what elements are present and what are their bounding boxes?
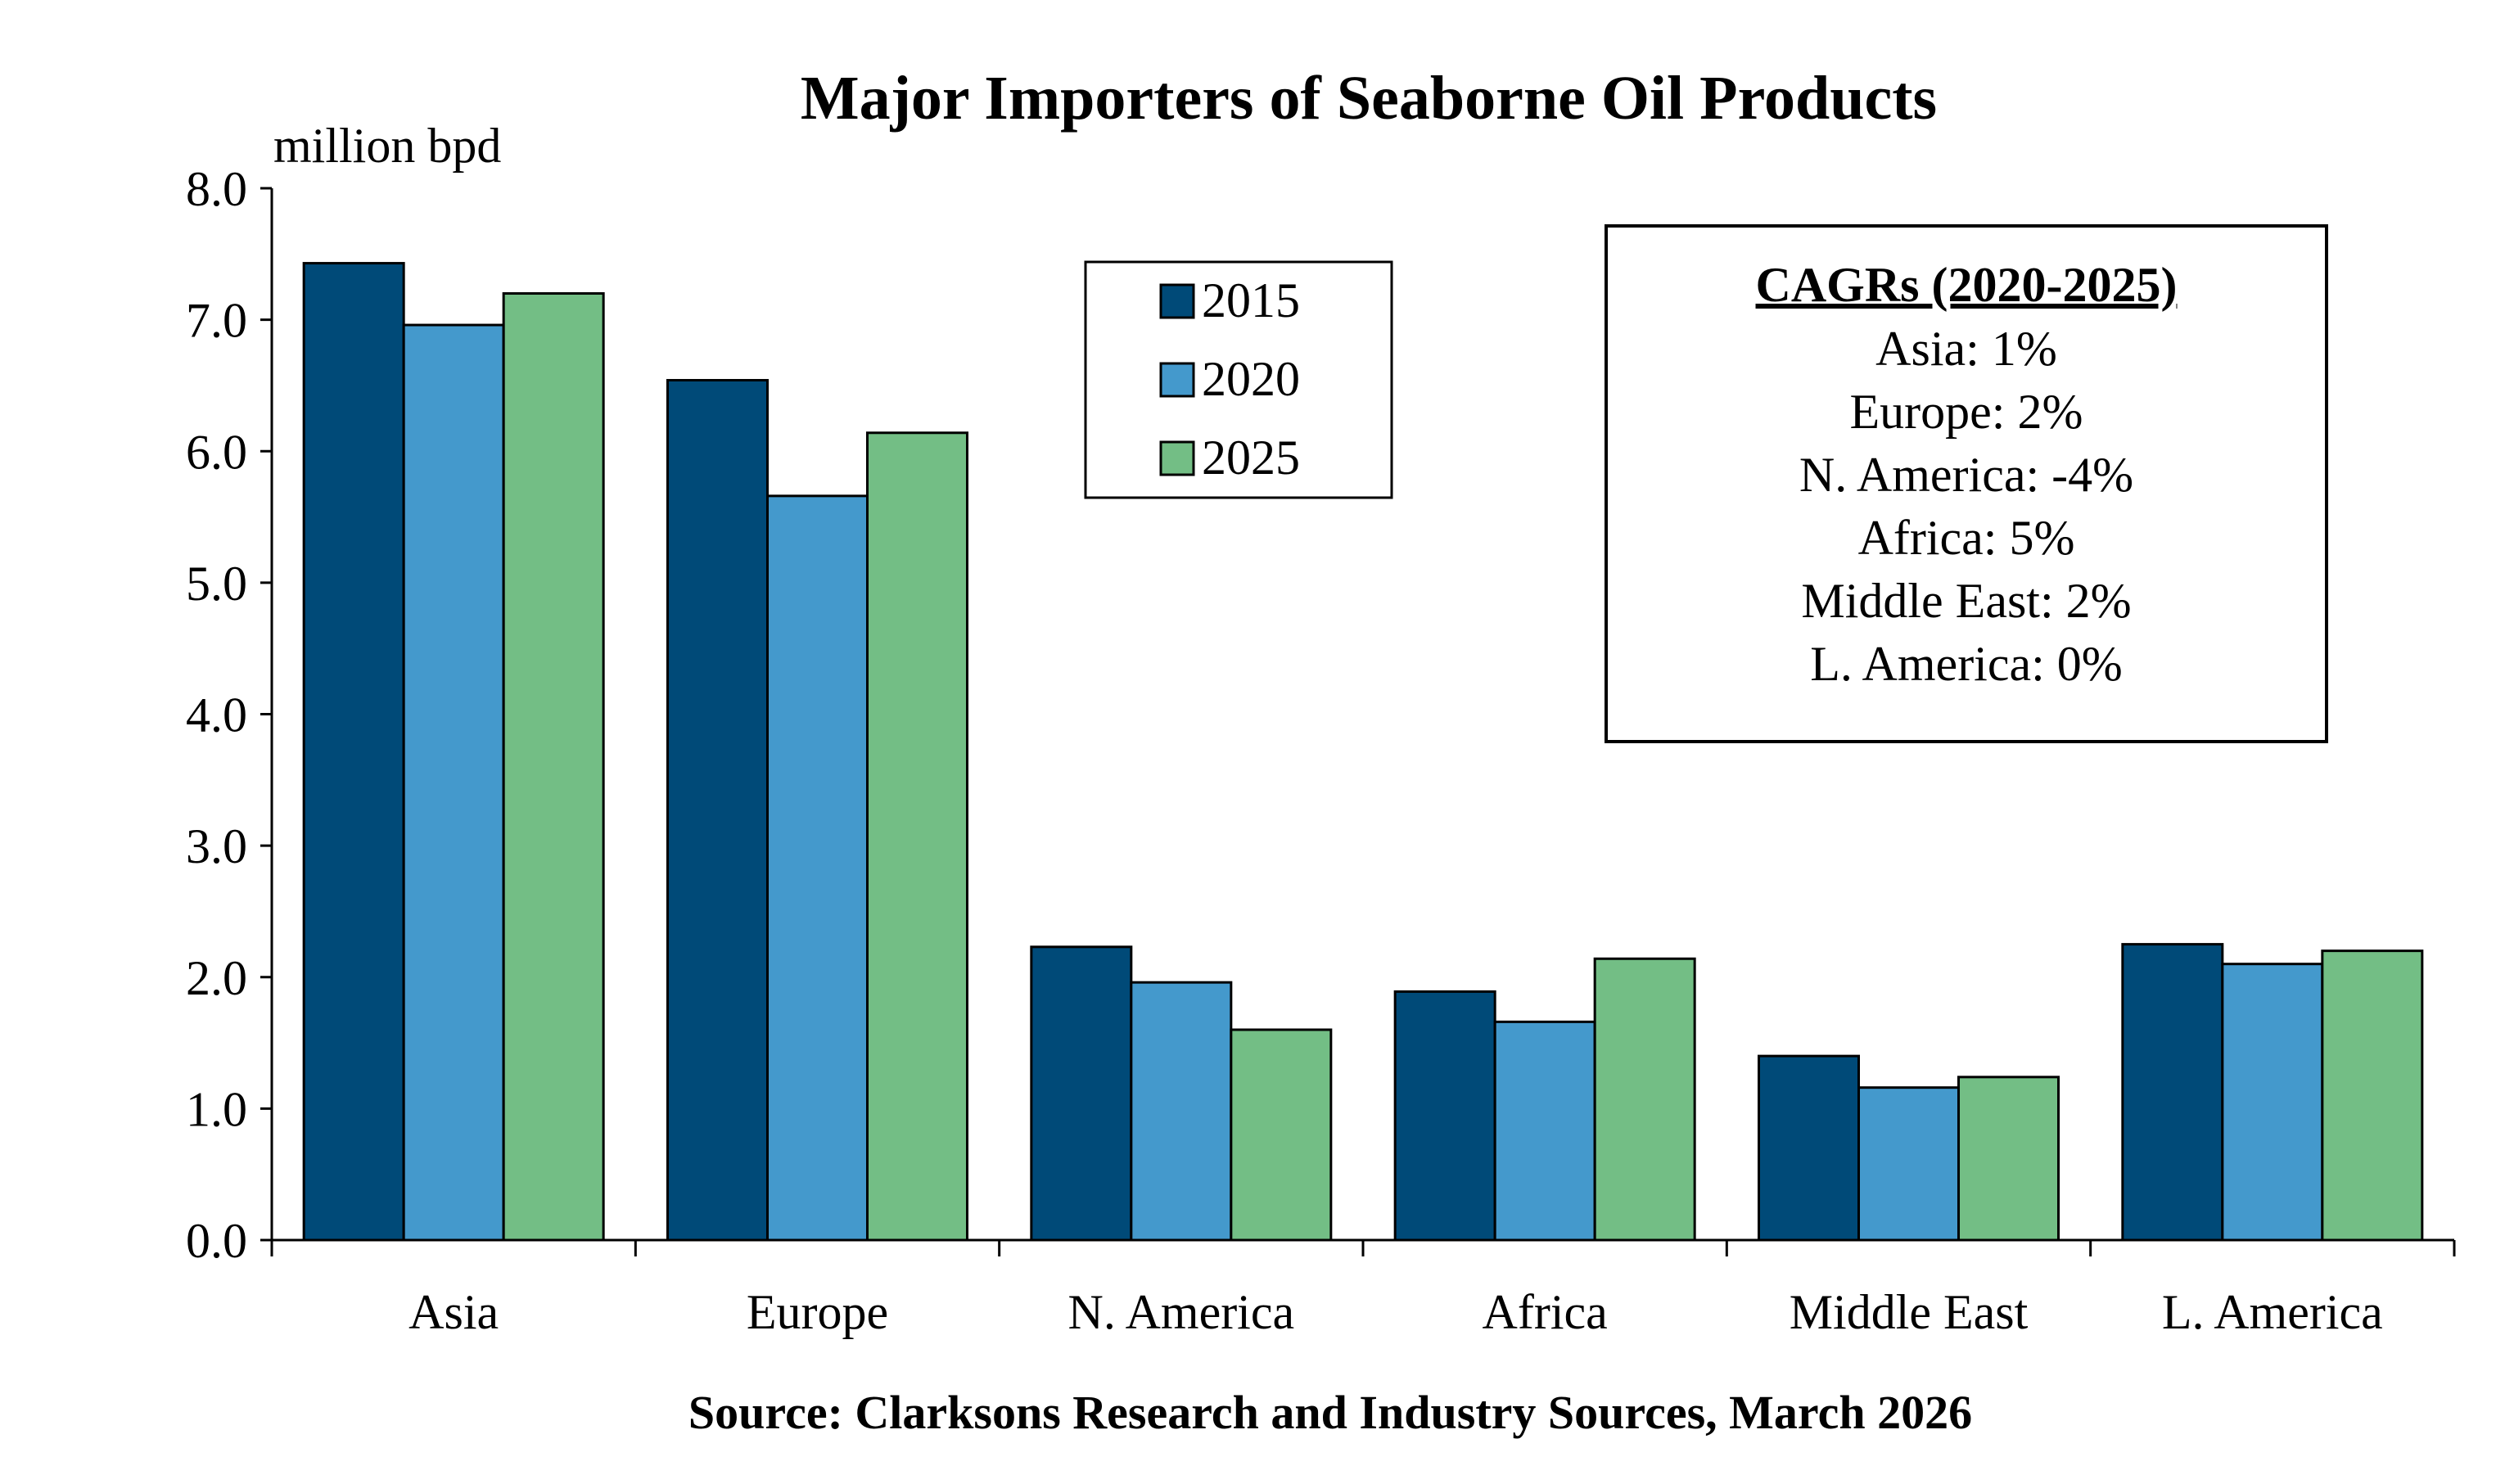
- x-tick-label: L. America: [2162, 1285, 2383, 1339]
- cagr-line: Middle East: 2%: [1801, 574, 2131, 628]
- x-axis-ticks: [270, 1240, 2456, 1256]
- legend-swatch-2020: [1159, 362, 1195, 398]
- x-axis-labels: Asia Europe N. America Africa Middle East L. …: [408, 1285, 2383, 1339]
- y-axis-ticks: 0.0 1.0 2.0 3.0 4.0 5.0 6.0 7.0 8.0: [186, 162, 272, 1268]
- y-tick-label: 3.0: [186, 819, 247, 873]
- bar-2025-middle-east: [1957, 1076, 2060, 1242]
- bar-2020-n-america: [1130, 981, 1233, 1242]
- bar-2015-asia: [302, 262, 405, 1242]
- legend-swatch-2015: [1159, 283, 1195, 319]
- x-tick-label: Europe: [747, 1285, 888, 1339]
- y-tick-label: 7.0: [186, 294, 247, 348]
- legend-swatch-2025: [1159, 440, 1195, 476]
- chart-title: Major Importers of Seaborne Oil Products: [801, 64, 1937, 133]
- bar-2025-europe: [866, 431, 968, 1242]
- cagr-line: Europe: 2%: [1850, 385, 2083, 439]
- bar-2015-europe: [666, 379, 769, 1242]
- legend-label-2015: 2015: [1202, 273, 1300, 327]
- cagr-line: Africa: 5%: [1858, 511, 2075, 565]
- y-tick-label: 4.0: [186, 688, 247, 742]
- bar-2020-africa: [1493, 1020, 1596, 1242]
- cagr-line: Asia: 1%: [1875, 322, 2057, 376]
- legend-label-2025: 2025: [1202, 431, 1300, 485]
- bars: [302, 262, 2424, 1242]
- y-axis-label: million bpd: [273, 119, 501, 173]
- cagr-heading: CAGRs (2020-2025): [1756, 258, 2178, 312]
- bar-2015-l-america: [2121, 943, 2224, 1242]
- x-tick-label: Africa: [1483, 1285, 1608, 1339]
- bar-2020-europe: [766, 494, 869, 1242]
- cagr-box: [1605, 224, 2328, 743]
- legend: 2015 2020 2025: [1084, 260, 1393, 499]
- bar-2015-n-america: [1030, 945, 1133, 1242]
- bar-2025-n-america: [1230, 1028, 1333, 1242]
- bar-2020-l-america: [2221, 963, 2324, 1242]
- y-tick-label: 5.0: [186, 557, 247, 611]
- x-tick-label: N. America: [1068, 1285, 1295, 1339]
- source-note: Source: Clarksons Research and Industry …: [688, 1386, 1972, 1439]
- x-tick-label: Asia: [408, 1285, 499, 1339]
- bar-2015-africa: [1393, 990, 1496, 1242]
- cagr-annotation: CAGRs (2020-2025) Asia: 1% Europe: 2% N. A…: [1605, 224, 2328, 743]
- legend-label-2020: 2020: [1202, 352, 1300, 406]
- bar-2025-asia: [502, 292, 605, 1242]
- y-tick-label: 2.0: [186, 951, 247, 1005]
- bar-2025-africa: [1593, 957, 1696, 1242]
- bar-2020-middle-east: [1857, 1086, 1960, 1242]
- cagr-line: N. America: -4%: [1799, 448, 2133, 502]
- bar-2025-l-america: [2321, 949, 2424, 1242]
- bar-2015-middle-east: [1758, 1054, 1860, 1242]
- x-tick-label: Middle East: [1790, 1285, 2029, 1339]
- bar-2020-asia: [402, 323, 505, 1242]
- legend-box: [1084, 260, 1393, 499]
- cagr-line: L. America: 0%: [1810, 637, 2123, 691]
- y-tick-label: 6.0: [186, 425, 247, 479]
- y-tick-label: 0.0: [186, 1214, 247, 1268]
- y-tick-label: 8.0: [186, 162, 247, 216]
- y-tick-label: 1.0: [186, 1082, 247, 1136]
